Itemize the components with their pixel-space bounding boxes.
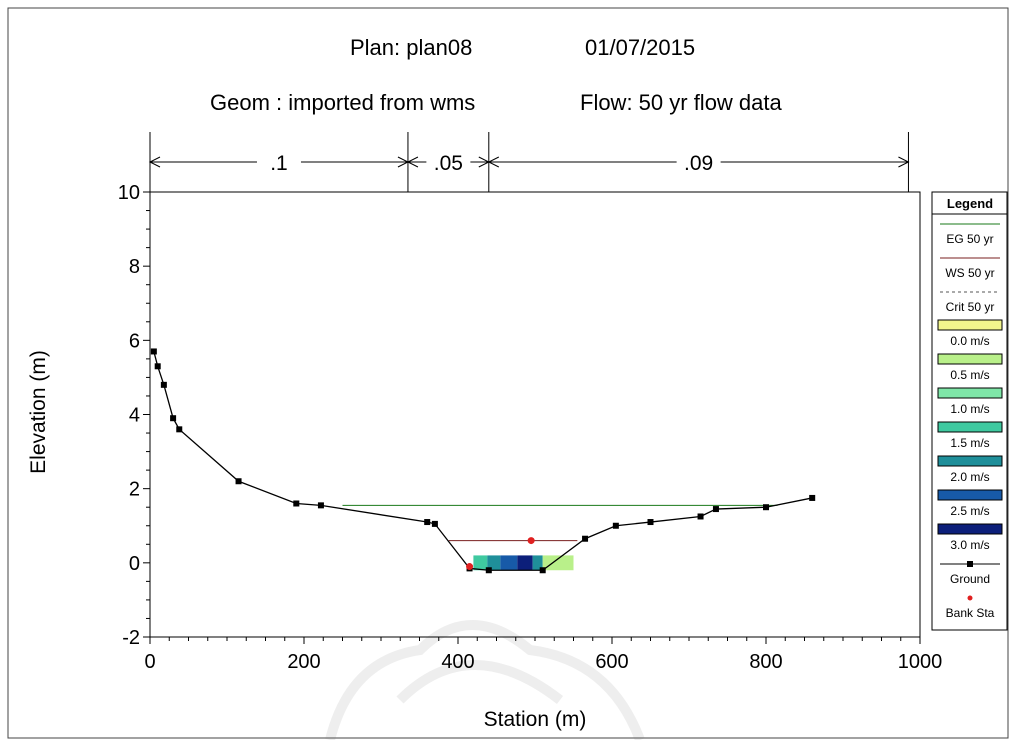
manning-n-label: .05	[434, 152, 463, 175]
legend-box	[931, 191, 1008, 631]
date-label: 01/07/2015	[585, 35, 695, 60]
y-tick-label: 8	[129, 256, 140, 278]
y-tick-label: -2	[122, 627, 140, 649]
y-tick-label: 0	[129, 553, 140, 575]
y-tick-label: 10	[118, 182, 140, 204]
legend-item-label: Bank Sta	[946, 606, 995, 620]
ground-point	[150, 348, 157, 355]
manning-n-label: .1	[270, 152, 288, 175]
ground-point	[763, 504, 769, 511]
ground-point	[712, 506, 719, 513]
lines-layer	[150, 348, 816, 574]
legend-item-label: 2.5 m/s	[950, 504, 989, 518]
legend-item-label: 2.0 m/s	[950, 470, 989, 484]
ground-point	[809, 494, 816, 501]
y-tick-label: 6	[129, 330, 140, 352]
water-layer	[473, 555, 574, 571]
legend-velocity-swatch	[937, 319, 1003, 331]
geom-label: Geom : imported from wms	[210, 90, 475, 115]
ground-point	[582, 535, 589, 542]
ground-point	[612, 522, 619, 529]
legend-item-label: WS 50 yr	[945, 266, 994, 280]
ground-point	[485, 567, 492, 574]
velocity-band	[473, 555, 488, 571]
legend-velocity-swatch	[937, 455, 1003, 467]
legend-bank-swatch	[967, 595, 973, 601]
y-tick-label: 2	[129, 479, 140, 501]
flow-label: Flow: 50 yr flow data	[580, 90, 783, 115]
legend-item-label: 1.0 m/s	[950, 402, 989, 416]
velocity-band	[487, 555, 501, 571]
manning-label-bg	[426, 150, 471, 172]
watermark-emblem	[325, 620, 645, 742]
x-tick-label: 200	[287, 651, 320, 673]
figure-border	[7, 7, 1009, 739]
x-tick-label: 800	[749, 651, 782, 673]
ground-point	[235, 478, 242, 485]
ground-point	[317, 502, 324, 509]
legend-ground-point	[967, 561, 973, 567]
velocity-band	[517, 555, 533, 571]
plan-label: Plan: plan08	[350, 35, 472, 60]
manning-label-bg	[676, 150, 721, 172]
x-axis-label: Station (m)	[484, 708, 587, 731]
x-tick-label: 400	[441, 651, 474, 673]
legend-item-label: 3.0 m/s	[950, 538, 989, 552]
legend-item-label: 0.0 m/s	[950, 334, 989, 348]
legend: Legend EG 50 yr WS 50 yr Crit 50 yr 0.0 m/s…	[931, 191, 1008, 631]
ground-point	[539, 567, 546, 574]
x-tick-label: 0	[144, 651, 155, 673]
velocity-band	[500, 555, 518, 571]
ground-point	[160, 381, 167, 388]
legend-velocity-swatch	[937, 353, 1003, 365]
velocity-band	[542, 555, 574, 571]
ground-point	[154, 363, 161, 370]
legend-title: Legend	[947, 196, 993, 211]
legend-item-label: 0.5 m/s	[950, 368, 989, 382]
legend-item-label: 1.5 m/s	[950, 436, 989, 450]
x-tick-label: 600	[595, 651, 628, 673]
ground-point	[424, 519, 431, 526]
legend-velocity-swatch	[937, 489, 1003, 501]
ground-point	[431, 520, 438, 527]
y-axis-label: Elevation (m)	[27, 350, 50, 474]
y-tick-label: 4	[129, 405, 140, 427]
legend-velocity-swatch	[937, 387, 1003, 399]
ground-point	[176, 426, 183, 433]
ground-point	[170, 415, 177, 422]
manning-n-layer: .1 .05 .09	[148, 132, 910, 192]
manning-n-label: .09	[684, 152, 713, 175]
velocity-band	[532, 555, 543, 571]
x-tick-label: 1000	[898, 651, 943, 673]
manning-label-bg	[256, 150, 301, 172]
legend-item-label: EG 50 yr	[946, 232, 993, 246]
ground-point	[647, 519, 654, 526]
ground-point	[293, 500, 300, 507]
legend-velocity-swatch	[937, 523, 1003, 535]
legend-item-label: Crit 50 yr	[946, 300, 995, 314]
legend-item-label: Ground	[950, 572, 990, 586]
bank-station-marker	[527, 537, 535, 545]
ground-point	[697, 513, 704, 520]
bank-station-marker	[466, 563, 474, 571]
legend-velocity-swatch	[937, 421, 1003, 433]
